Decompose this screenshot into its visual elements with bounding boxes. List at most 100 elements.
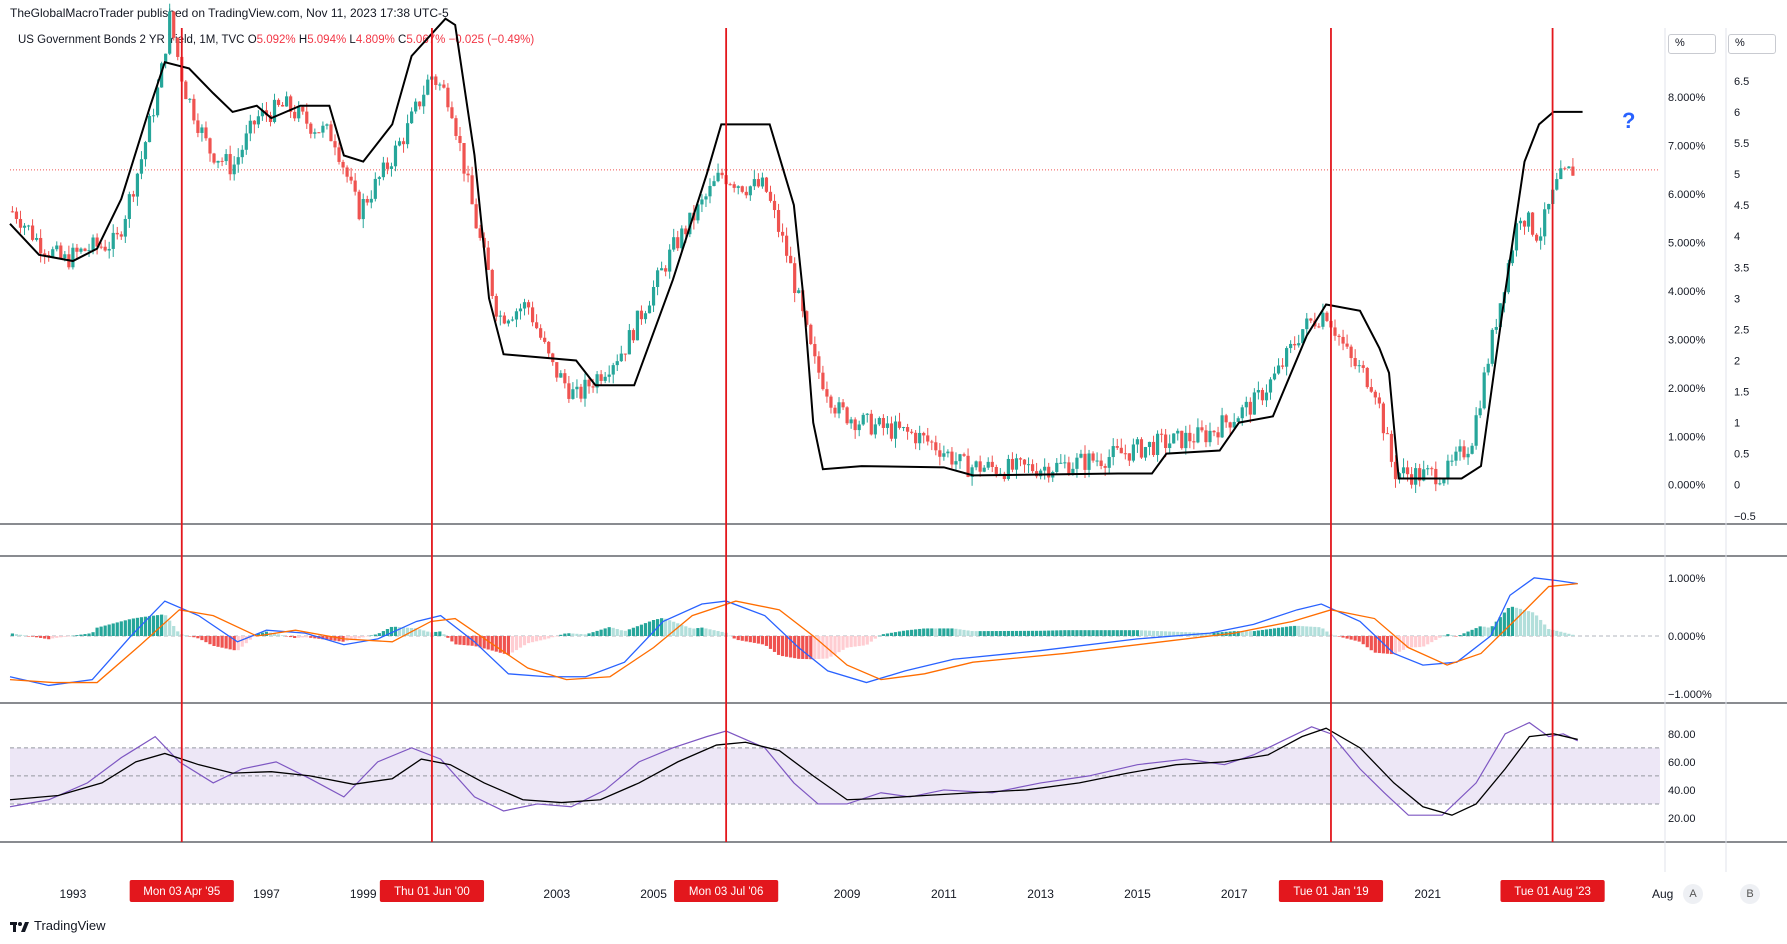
macd-histogram-bar: [26, 636, 31, 637]
macd-histogram-bar: [1071, 630, 1075, 636]
macd-histogram-bar: [785, 636, 789, 657]
rsi-scale-tick: 40.00: [1668, 785, 1696, 797]
macd-histogram-bar: [272, 633, 277, 636]
candle-body: [869, 413, 873, 435]
candle-body: [289, 96, 293, 112]
macd-histogram-bar: [1438, 636, 1442, 638]
outer-scale-unit-button[interactable]: %: [1728, 34, 1776, 54]
macd-histogram-bar: [301, 636, 305, 638]
macd-histogram-bar: [1526, 611, 1531, 636]
symbol-legend: US Government Bonds 2 YR Yield, 1M, TVC …: [18, 34, 534, 46]
macd-histogram-bar: [760, 636, 765, 645]
macd-histogram-bar: [482, 636, 486, 649]
candle-body: [470, 175, 474, 205]
macd-histogram-bar: [131, 618, 135, 636]
candle-body: [567, 383, 571, 399]
candle-body: [639, 310, 644, 320]
candle-body: [1155, 433, 1160, 456]
candle-body: [539, 328, 543, 338]
macd-histogram-bar: [801, 636, 805, 659]
macd-histogram-bar: [1506, 608, 1510, 636]
macd-histogram-bar: [1502, 612, 1506, 636]
candle-body: [982, 467, 986, 472]
macd-histogram-bar: [1123, 630, 1127, 636]
candle-body: [1353, 358, 1357, 367]
candle-body: [797, 290, 801, 294]
macd-histogram-bar: [349, 636, 353, 641]
macd-histogram-bar: [1010, 630, 1015, 636]
macd-histogram-bar: [958, 629, 962, 636]
candle-body: [51, 249, 55, 257]
candle-body: [498, 315, 502, 317]
macd-histogram-bar: [1026, 630, 1031, 636]
macd-histogram-bar: [1268, 628, 1273, 636]
candle-body: [901, 427, 906, 429]
outer-scale-tick: 5: [1734, 169, 1740, 181]
macd-histogram-bar: [293, 636, 297, 638]
candle-body: [744, 191, 748, 196]
tradingview-logo[interactable]: TradingView: [10, 918, 106, 933]
candle-body: [809, 324, 813, 344]
candle-body: [164, 53, 168, 64]
macd-histogram-bar: [954, 628, 958, 636]
candle-body: [881, 417, 885, 428]
candle-body: [885, 423, 890, 428]
candle-body: [466, 173, 470, 176]
candle-body: [518, 308, 523, 312]
macd-histogram-bar: [1337, 636, 1341, 637]
macd-histogram-bar: [192, 636, 196, 638]
candle-body: [716, 172, 720, 182]
macd-histogram-bar: [289, 636, 293, 638]
macd-histogram-bar: [821, 636, 825, 659]
macd-histogram-bar: [1434, 636, 1438, 640]
x-axis-tick: 1993: [60, 887, 87, 901]
candle-body: [506, 320, 510, 324]
macd-histogram-bar: [1563, 632, 1567, 636]
macd-histogram-bar: [1063, 630, 1067, 636]
candle-body: [1478, 408, 1482, 416]
outer-scale-tick: 2.5: [1734, 324, 1749, 336]
macd-histogram-bar: [1482, 626, 1486, 636]
candle-body: [59, 245, 63, 259]
macd-histogram-bar: [595, 630, 599, 636]
candle-body: [1337, 335, 1341, 337]
candle-body: [99, 246, 103, 248]
candle-body: [526, 302, 531, 308]
candle-body: [160, 63, 164, 88]
candle-body: [688, 212, 692, 235]
macd-histogram-bar: [1494, 621, 1498, 636]
candle-body: [821, 372, 825, 390]
macd-histogram-bar: [1276, 627, 1281, 636]
macd-histogram-bar: [676, 623, 680, 636]
macd-histogram-bar: [389, 626, 394, 636]
macd-histogram-bar: [405, 627, 410, 636]
macd-histogram-bar: [313, 636, 317, 639]
macd-histogram-bar: [776, 636, 781, 655]
macd-histogram-bar: [442, 634, 446, 636]
macd-histogram-bar: [897, 631, 902, 636]
tradingview-logo-icon: [10, 921, 29, 932]
candle-body: [1357, 365, 1361, 367]
candle-body: [1486, 363, 1490, 373]
outer-scale-tick: 1.5: [1734, 387, 1749, 399]
candle-body: [897, 421, 902, 428]
macd-histogram-bar: [736, 636, 740, 641]
candle-body: [196, 120, 200, 133]
candle-body: [333, 141, 337, 148]
inner-scale-unit-button[interactable]: %: [1668, 34, 1716, 54]
symbol-name[interactable]: US Government Bonds 2 YR Yield, 1M, TVC: [18, 34, 245, 46]
candle-body: [793, 263, 797, 294]
macd-histogram-bar: [155, 615, 160, 636]
candle-body: [1268, 379, 1273, 393]
scale-b-button[interactable]: B: [1740, 884, 1760, 904]
candle-body: [587, 379, 591, 387]
macd-histogram-bar: [1172, 631, 1176, 636]
macd-histogram-bar: [579, 634, 583, 636]
open-value: O5.092%: [247, 34, 296, 46]
macd-histogram-bar: [660, 618, 664, 636]
auto-scale-button[interactable]: A: [1683, 884, 1703, 904]
macd-histogram-bar: [1176, 631, 1180, 636]
candle-body: [922, 432, 926, 436]
macd-histogram-bar: [1139, 630, 1144, 636]
